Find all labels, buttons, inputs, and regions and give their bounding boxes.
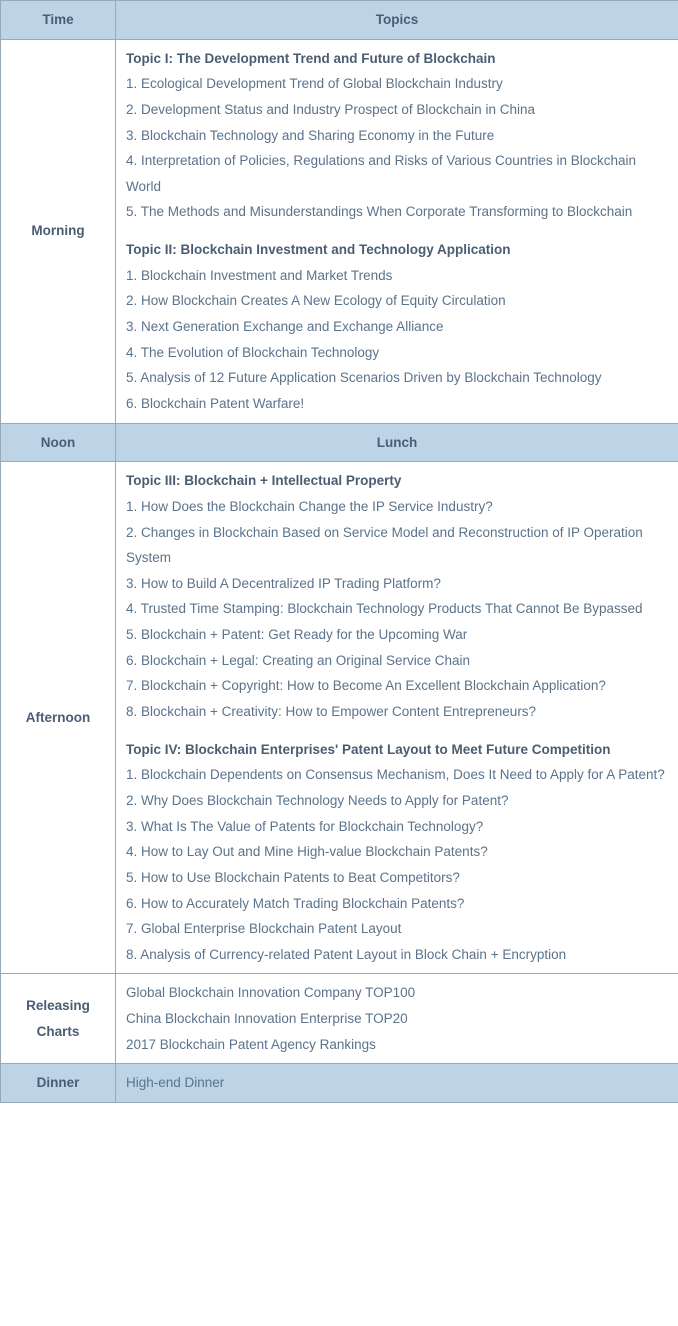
charts-item: China Blockchain Innovation Enterprise T…	[126, 1006, 668, 1032]
topic3-item: 2. Changes in Blockchain Based on Servic…	[126, 520, 668, 571]
topic3-item: 5. Blockchain + Patent: Get Ready for th…	[126, 622, 668, 648]
topic1-item: 5. The Methods and Misunderstandings Whe…	[126, 199, 668, 225]
morning-content: Topic I: The Development Trend and Futur…	[116, 39, 678, 423]
topic2-item: 5. Analysis of 12 Future Application Sce…	[126, 365, 668, 391]
topic3-item: 4. Trusted Time Stamping: Blockchain Tec…	[126, 596, 668, 622]
topic4-item: 7. Global Enterprise Blockchain Patent L…	[126, 916, 668, 942]
topic2-item: 3. Next Generation Exchange and Exchange…	[126, 314, 668, 340]
topic4-item: 1. Blockchain Dependents on Consensus Me…	[126, 762, 668, 788]
topic4-title: Topic IV: Blockchain Enterprises' Patent…	[126, 737, 668, 763]
topic3-item: 1. How Does the Blockchain Change the IP…	[126, 494, 668, 520]
topic3-item: 6. Blockchain + Legal: Creating an Origi…	[126, 648, 668, 674]
topic2-item: 1. Blockchain Investment and Market Tren…	[126, 263, 668, 289]
morning-row: Morning Topic I: The Development Trend a…	[1, 39, 678, 423]
dinner-text: High-end Dinner	[116, 1064, 678, 1103]
charts-item: 2017 Blockchain Patent Agency Rankings	[126, 1032, 668, 1058]
topic4-item: 3. What Is The Value of Patents for Bloc…	[126, 814, 668, 840]
noon-text: Lunch	[116, 423, 678, 462]
topic2-item: 2. How Blockchain Creates A New Ecology …	[126, 288, 668, 314]
topic2-title: Topic II: Blockchain Investment and Tech…	[126, 237, 668, 263]
spacer	[126, 725, 668, 737]
header-time: Time	[1, 1, 116, 40]
topic1-item: 2. Development Status and Industry Prosp…	[126, 97, 668, 123]
topic1-item: 1. Ecological Development Trend of Globa…	[126, 71, 668, 97]
afternoon-label: Afternoon	[1, 462, 116, 974]
noon-row: Noon Lunch	[1, 423, 678, 462]
topic3-item: 3. How to Build A Decentralized IP Tradi…	[126, 571, 668, 597]
spacer	[126, 225, 668, 237]
topic2-item: 4. The Evolution of Blockchain Technolog…	[126, 340, 668, 366]
header-topics: Topics	[116, 1, 678, 40]
topic2-item: 6. Blockchain Patent Warfare!	[126, 391, 668, 417]
schedule-table: Time Topics Morning Topic I: The Develop…	[0, 0, 678, 1103]
charts-label: Releasing Charts	[1, 974, 116, 1064]
charts-row: Releasing Charts Global Blockchain Innov…	[1, 974, 678, 1064]
morning-label: Morning	[1, 39, 116, 423]
noon-label: Noon	[1, 423, 116, 462]
topic4-item: 5. How to Use Blockchain Patents to Beat…	[126, 865, 668, 891]
topic4-item: 6. How to Accurately Match Trading Block…	[126, 891, 668, 917]
topic4-item: 4. How to Lay Out and Mine High-value Bl…	[126, 839, 668, 865]
charts-item: Global Blockchain Innovation Company TOP…	[126, 980, 668, 1006]
header-row: Time Topics	[1, 1, 678, 40]
topic4-item: 8. Analysis of Currency-related Patent L…	[126, 942, 668, 968]
dinner-label: Dinner	[1, 1064, 116, 1103]
charts-content: Global Blockchain Innovation Company TOP…	[116, 974, 678, 1064]
topic3-item: 8. Blockchain + Creativity: How to Empow…	[126, 699, 668, 725]
topic1-item: 3. Blockchain Technology and Sharing Eco…	[126, 123, 668, 149]
afternoon-row: Afternoon Topic III: Blockchain + Intell…	[1, 462, 678, 974]
topic1-item: 4. Interpretation of Policies, Regulatio…	[126, 148, 668, 199]
dinner-row: Dinner High-end Dinner	[1, 1064, 678, 1103]
topic4-item: 2. Why Does Blockchain Technology Needs …	[126, 788, 668, 814]
afternoon-content: Topic III: Blockchain + Intellectual Pro…	[116, 462, 678, 974]
topic1-title: Topic I: The Development Trend and Futur…	[126, 46, 668, 72]
topic3-item: 7. Blockchain + Copyright: How to Become…	[126, 673, 668, 699]
topic3-title: Topic III: Blockchain + Intellectual Pro…	[126, 468, 668, 494]
